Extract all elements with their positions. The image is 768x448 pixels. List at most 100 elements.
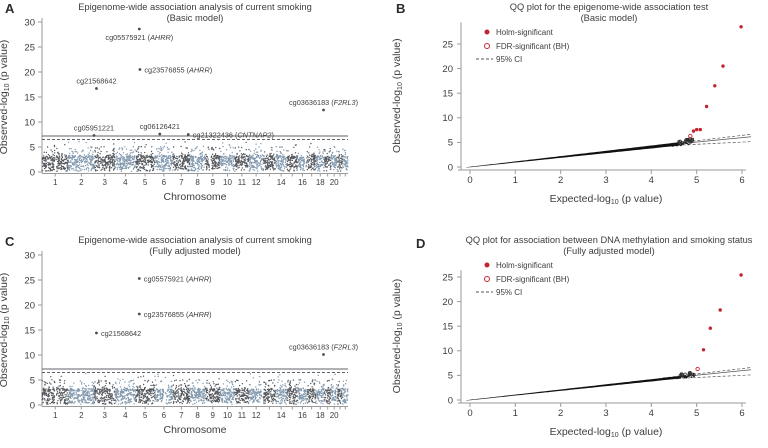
y-tick-label: 20 xyxy=(24,67,35,78)
chromosome-tick-label: 5 xyxy=(143,411,148,420)
x-tick-label: 4 xyxy=(649,175,654,186)
x-tick-label: 0 xyxy=(467,175,472,186)
y-tick-label: 25 xyxy=(24,42,35,53)
chromosome-18-points xyxy=(315,374,326,405)
chromosome-6-points xyxy=(154,142,174,172)
legend-fdr-marker-icon xyxy=(484,43,490,49)
holm-significant-point xyxy=(701,348,706,352)
chromosome-5-points xyxy=(135,375,156,405)
y-tick-label: 0 xyxy=(448,395,453,406)
annotation-cg21322436: cg21322436 (CNTNAP2) xyxy=(193,130,274,139)
qq-tail-circle xyxy=(680,141,685,145)
chromosome-11-points xyxy=(234,141,250,171)
chromosome-tick-label: 1 xyxy=(53,178,58,187)
manhattan-chart-fully-adjusted: Epigenome-wide association analysis of c… xyxy=(0,235,358,436)
chromosome-21-points xyxy=(336,380,344,405)
annotated-point-cg03636183 xyxy=(322,353,325,356)
chromosome-18-points xyxy=(315,146,326,172)
chromosome-tick-label: 7 xyxy=(179,178,184,187)
annotation-cg05575921: cg05575921 (AHRR) xyxy=(105,33,173,42)
holm-significant-point xyxy=(704,104,709,109)
annotated-point-cg06126421 xyxy=(158,132,162,136)
legend-fdr-marker-icon xyxy=(484,276,490,282)
chromosome-13-points xyxy=(262,379,277,404)
y-axis-label: Observed-log10 (p value) xyxy=(0,273,11,388)
chromosome-21-points xyxy=(336,151,344,172)
annotated-point-cg21568642 xyxy=(95,331,98,335)
chromosome-12-points xyxy=(248,373,263,404)
chromosome-tick-label: 2 xyxy=(79,411,84,420)
y-tick-label: 5 xyxy=(30,375,35,386)
annotation-cg03636183: cg03636183 (F2RL3) xyxy=(289,98,358,107)
chart-title: QQ plot for the epigenome-wide associati… xyxy=(510,2,709,12)
panel-d-qq-fully-adjusted: D QQ plot for association between DNA me… xyxy=(384,224,768,448)
x-tick-label: 3 xyxy=(603,408,608,419)
x-axis-label: Expected-log10 (p value) xyxy=(550,426,663,439)
y-tick-label: 5 xyxy=(448,138,453,149)
chromosome-3-points xyxy=(93,375,116,405)
qq-tail-circle xyxy=(680,372,684,376)
y-tick-label: 20 xyxy=(24,300,35,311)
panel-letter-a: A xyxy=(5,1,15,16)
chromosome-tick-label: 14 xyxy=(277,411,286,420)
chromosome-5-points xyxy=(134,144,156,172)
qq-tail-circle xyxy=(683,372,687,376)
chromosome-tick-label: 9 xyxy=(211,411,216,420)
x-tick-label: 2 xyxy=(558,175,563,186)
x-tick-label: 2 xyxy=(558,408,563,419)
chromosome-9-points xyxy=(204,378,221,404)
y-tick-label: 5 xyxy=(448,371,453,382)
chromosome-19-points xyxy=(323,147,332,172)
y-tick-label: 20 xyxy=(442,297,453,308)
legend-holm-marker-icon xyxy=(484,29,490,35)
chromosome-tick-label: 18 xyxy=(316,411,325,420)
chromosome-20-points xyxy=(330,145,339,171)
x-tick-label: 5 xyxy=(694,175,699,186)
y-tick-label: 10 xyxy=(442,346,453,357)
annotation-cg21568642: cg21568642 xyxy=(76,77,116,86)
qq-tail-circle xyxy=(687,372,691,377)
chromosome-tick-label: 2 xyxy=(79,178,84,187)
qq-null-band xyxy=(466,142,679,168)
chromosome-15-points xyxy=(286,144,299,172)
chromosome-17-points xyxy=(306,142,317,171)
holm-significant-point xyxy=(698,127,702,132)
chromosome-17-points xyxy=(306,379,317,404)
manhattan-chart-basic: Epigenome-wide association analysis of c… xyxy=(0,2,358,203)
chromosome-tick-label: 1 xyxy=(53,411,58,420)
y-tick-label: 5 xyxy=(30,142,35,153)
x-axis-label: Chromosome xyxy=(163,191,226,203)
chromosome-tick-label: 4 xyxy=(123,411,128,420)
annotation-cg05951221: cg05951221 xyxy=(74,124,114,133)
holm-significant-point xyxy=(695,127,699,132)
legend-holm-label: Holm-significant xyxy=(496,261,554,270)
y-tick-label: 10 xyxy=(442,113,453,124)
chromosome-tick-label: 14 xyxy=(277,178,286,187)
chromosome-tick-label: 18 xyxy=(316,178,325,187)
legend-holm-marker-icon xyxy=(484,262,490,268)
y-tick-label: 0 xyxy=(30,400,35,411)
chromosome-16-points xyxy=(297,152,308,172)
chromosome-1-points xyxy=(41,375,70,405)
panel-letter-b: B xyxy=(396,1,406,16)
panel-letter-d: D xyxy=(416,236,426,251)
chromosome-22-points xyxy=(342,148,349,171)
chromosome-tick-label: 7 xyxy=(179,411,184,420)
holm-significant-point xyxy=(691,129,696,133)
y-tick-label: 15 xyxy=(24,325,35,336)
annotation-cg06126421: cg06126421 xyxy=(140,122,180,131)
chromosome-tick-label: 10 xyxy=(223,178,232,187)
chromosome-22-points xyxy=(341,379,349,405)
legend-fdr-label: FDR-significant (BH) xyxy=(496,275,570,284)
chromosome-7-points xyxy=(172,141,191,172)
chromosome-4-points xyxy=(114,141,136,172)
chart-subtitle: (Fully adjusted model) xyxy=(149,246,240,256)
chromosome-tick-label: 3 xyxy=(103,411,108,420)
x-tick-label: 1 xyxy=(513,408,518,419)
x-axis-label: Chromosome xyxy=(163,424,226,436)
chromosome-tick-label: 4 xyxy=(123,178,128,187)
panel-a-manhattan-basic: A Epigenome-wide association analysis of… xyxy=(0,0,384,224)
annotation-cg23576855: cg23576855 (AHRR) xyxy=(144,310,212,319)
chromosome-tick-label: 5 xyxy=(143,178,148,187)
chromosome-6-points xyxy=(154,373,174,405)
